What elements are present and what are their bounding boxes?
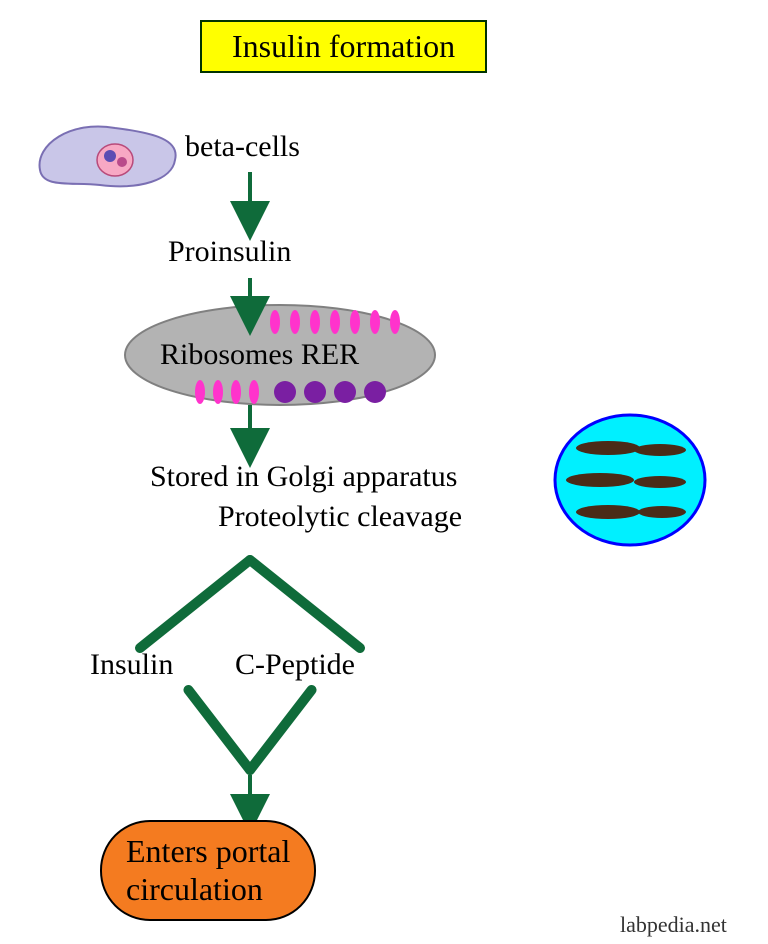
label-proinsulin: Proinsulin: [168, 235, 291, 269]
label-insulin: Insulin: [90, 648, 173, 682]
watermark: labpedia.net: [620, 912, 727, 938]
portal-circulation-box: Enters portal circulation: [100, 820, 316, 921]
label-proteolytic: Proteolytic cleavage: [218, 500, 462, 534]
label-beta-cells: beta-cells: [185, 130, 300, 164]
portal-line1: Enters portal: [126, 833, 290, 869]
label-ribosomes: Ribosomes RER: [160, 338, 359, 372]
portal-line2: circulation: [126, 871, 263, 907]
beta-cell-icon: [40, 126, 176, 186]
label-golgi: Stored in Golgi apparatus: [150, 460, 457, 494]
golgi-icon: [555, 415, 705, 545]
label-cpeptide: C-Peptide: [235, 648, 355, 682]
diagram-canvas: Insulin formation: [0, 0, 768, 944]
diagram-title: Insulin formation: [200, 20, 487, 73]
